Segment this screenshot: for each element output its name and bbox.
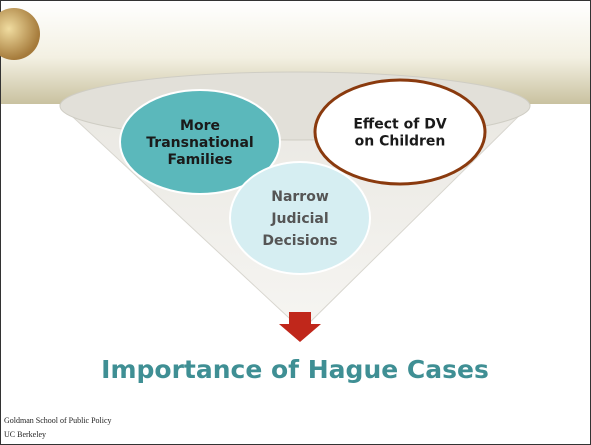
bubble-label: Judicial [270, 211, 328, 227]
bubble-label: Families [167, 152, 232, 168]
bubble-label: on Children [355, 134, 446, 150]
bubble-label: Narrow [271, 189, 329, 205]
footer-line: UC Berkeley [4, 430, 46, 439]
bubble-label: More [180, 118, 220, 134]
slide-canvas: Importance of Hague Cases Goldman School… [0, 0, 591, 445]
bubble-label: Effect of DV [353, 117, 446, 133]
footer-line: Goldman School of Public Policy [4, 416, 112, 425]
slide: Importance of Hague Cases Goldman School… [0, 0, 591, 445]
bubble-label: Decisions [262, 233, 337, 249]
bubble-label: Transnational [146, 135, 253, 151]
slide-title: Importance of Hague Cases [101, 355, 489, 384]
